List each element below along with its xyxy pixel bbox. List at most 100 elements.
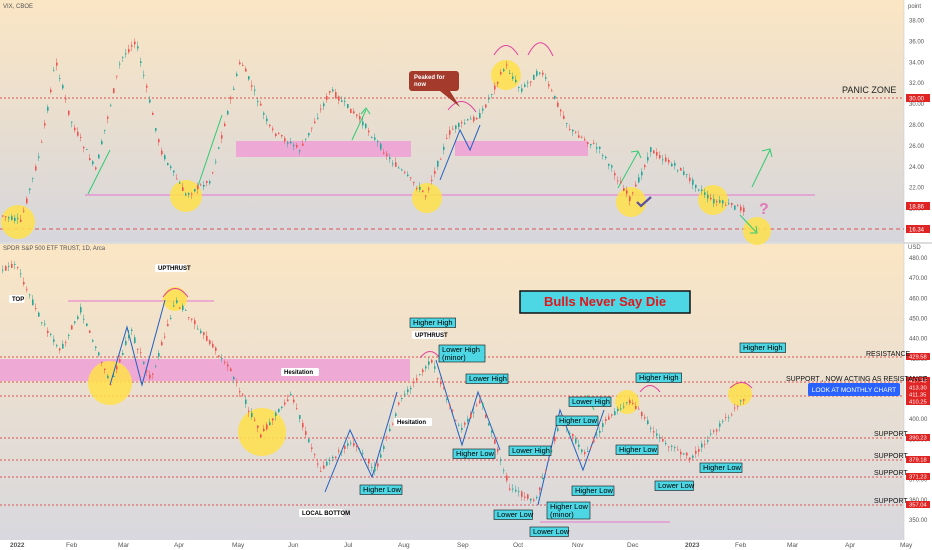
vix-panic-tag <box>906 94 930 102</box>
spy-pink-zone <box>0 359 410 381</box>
vix-low-tag <box>906 225 930 233</box>
spy-level-value: 413.30 <box>909 386 927 392</box>
note-label: UPTHRUST <box>158 266 191 272</box>
vix-pink-zone-1 <box>236 141 411 157</box>
peaked-callout: Peaked for now <box>409 71 460 107</box>
month-label: May <box>900 542 913 549</box>
note-label: TOP <box>12 297 24 303</box>
vix-pane-bg <box>0 0 904 242</box>
swing-label: Higher High <box>639 373 679 382</box>
vix-last-value: 18.86 <box>909 205 925 211</box>
spy-tick: 400.00 <box>909 417 928 423</box>
month-label: Jul <box>344 542 353 549</box>
question-mark: ? <box>759 201 769 218</box>
resistance-label: RESISTANCE <box>866 351 911 358</box>
swing-label: Higher Low <box>575 486 614 495</box>
spy-title: SPDR S&P 500 ETF TRUST, 1D, Arca <box>3 246 106 252</box>
spy-tick: 360.00 <box>909 498 928 504</box>
annotations: TOP UPTHRUST UPTHRUST Hesitation Hesitation L… <box>9 264 786 537</box>
support-label-4: SUPPORT <box>874 498 908 505</box>
vix-title: VIX, CBOE <box>3 4 33 10</box>
swing-label: Lower Low <box>658 481 695 490</box>
spy-level-value: 411.35 <box>909 393 926 399</box>
vix-tick: 22.00 <box>909 186 925 192</box>
monthly-button[interactable]: LOOK AT MONTHLY CHART <box>808 383 900 396</box>
vix-unit: point <box>908 4 921 10</box>
month-label: Sep <box>457 542 469 549</box>
vix-tick: 36.00 <box>909 39 925 45</box>
spy-tick: 370.00 <box>909 478 928 484</box>
month-label: Feb <box>66 542 78 549</box>
note-label: Hesitation <box>397 420 426 426</box>
vix-low-value: 16.34 <box>909 228 925 234</box>
time-axis: 2022 Feb Mar Apr May Jun Jul Aug Sep Oct Nov Dec 202… <box>10 542 913 549</box>
month-label: Dec <box>627 542 639 549</box>
support-label-3: SUPPORT <box>874 470 908 477</box>
spy-level-value: 410.25 <box>909 400 927 406</box>
headline-text: Bulls Never Say Die <box>544 294 666 309</box>
swing-label: Higher Low <box>703 463 742 472</box>
swing-label: Lower High (minor) <box>442 345 480 362</box>
vix-tick: 28.00 <box>909 123 925 129</box>
swing-label: Higher High <box>743 343 783 352</box>
swing-label: Lower High <box>512 446 550 455</box>
swing-label: Higher Low <box>619 445 658 454</box>
panic-zone-label: PANIC ZONE <box>842 85 896 95</box>
vix-tick: 34.00 <box>909 60 925 66</box>
spy-tick: 350.00 <box>909 518 928 524</box>
monthly-button-label: LOOK AT MONTHLY CHART <box>812 387 896 394</box>
support-resistance-label: SUPPORT , NOW ACTING AS RESISTANCE <box>786 376 928 383</box>
headline-box: Bulls Never Say Die <box>519 290 691 314</box>
vix-tick: 32.00 <box>909 81 925 87</box>
swing-label: Higher Low <box>559 416 598 425</box>
month-label: Mar <box>787 542 799 549</box>
month-label: Aug <box>398 542 410 549</box>
spy-tick: 470.00 <box>909 276 928 282</box>
spy-level-value: 429.58 <box>909 355 927 361</box>
spy-pane-bg <box>0 244 904 540</box>
spy-level-value: 390.23 <box>909 436 927 442</box>
check-mark <box>636 196 652 208</box>
time-axis-bg <box>0 540 932 550</box>
month-label: May <box>232 542 245 549</box>
vix-panic-value: 30.00 <box>909 97 925 103</box>
month-label: Feb <box>735 542 747 549</box>
month-label: Nov <box>572 542 584 549</box>
vix-last-tag <box>906 202 930 210</box>
month-label: 2022 <box>10 542 25 549</box>
vix-tick: 38.00 <box>909 18 925 24</box>
note-label: LOCAL BOTTOM <box>302 511 350 517</box>
spy-level-value: 379.18 <box>909 458 927 464</box>
month-label: Oct <box>513 542 523 549</box>
note-label: UPTHRUST <box>415 333 448 339</box>
month-label: Jun <box>288 542 299 549</box>
month-label: Apr <box>174 542 185 549</box>
spy-tick: 480.00 <box>909 256 928 262</box>
swing-label: Higher Low <box>456 449 495 458</box>
spy-level-value: 417.43 <box>909 379 927 385</box>
swing-label: Higher Low <box>363 485 402 494</box>
month-label: 2023 <box>685 542 700 549</box>
spy-tick: 450.00 <box>909 316 928 322</box>
swing-label: Lower Low <box>497 510 534 519</box>
vix-tick: 24.00 <box>909 165 925 171</box>
spy-level-value: 357.04 <box>909 503 928 509</box>
month-label: Apr <box>845 542 856 549</box>
support-label-2: SUPPORT <box>874 453 908 460</box>
swing-label: Higher High <box>413 318 453 327</box>
swing-label: Lower High <box>572 397 610 406</box>
price-axis-bg <box>904 0 932 540</box>
swing-label: Lower High <box>469 374 507 383</box>
vix-pink-zone-2 <box>455 141 588 156</box>
support-label-1: SUPPORT <box>874 431 908 438</box>
swing-label: Higher Low (minor) <box>550 502 589 519</box>
spy-tick: 460.00 <box>909 296 928 302</box>
swing-label: Lower Low <box>533 527 570 536</box>
note-label: Hesitation <box>284 370 313 376</box>
candles <box>2 38 745 504</box>
spy-level-value: 371.23 <box>909 475 927 481</box>
